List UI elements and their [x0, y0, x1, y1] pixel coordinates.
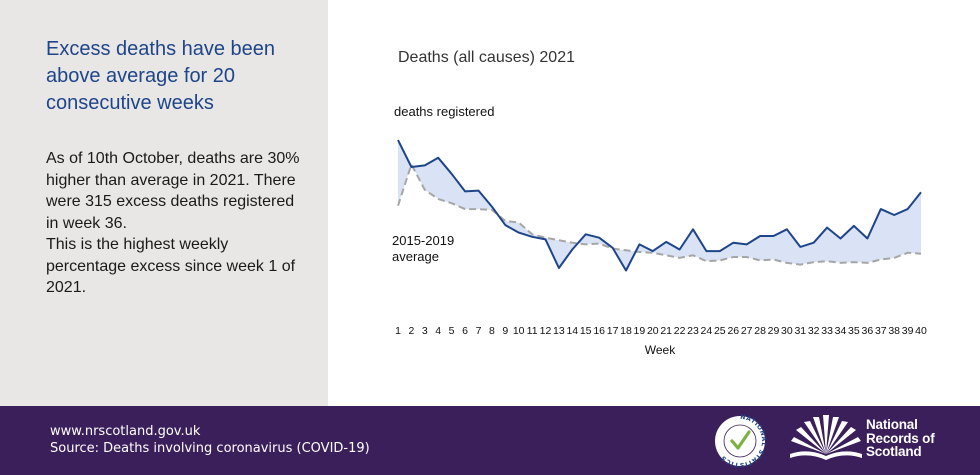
x-tick-label: 9: [502, 325, 508, 337]
x-tick-label: 8: [489, 325, 495, 337]
deaths-registered-line: [397, 139, 922, 272]
x-tick-label: 31: [794, 325, 806, 337]
headline: Excess deaths have been above average fo…: [46, 38, 276, 114]
x-tick-label: 11: [527, 325, 538, 337]
x-tick-label: 37: [875, 325, 887, 337]
summary-panel: Excess deaths have been above average fo…: [0, 0, 328, 406]
x-tick-label: 22: [674, 325, 686, 337]
chart-title: Deaths (all causes) 2021: [398, 49, 575, 66]
average-line: [397, 161, 922, 266]
x-tick-label: 12: [540, 325, 552, 337]
deaths-registered-label: deaths registered: [394, 104, 494, 119]
x-axis-ticks: 1 2 3 4 5 6 7 8 9 10 11 12 13 14 15 16 17 18 19 20 21 22 23 24 2…: [395, 325, 927, 337]
x-tick-label: 3: [422, 325, 428, 337]
x-tick-label: 29: [768, 325, 780, 337]
x-tick-label: 25: [714, 325, 726, 337]
x-tick-label: 15: [580, 325, 592, 337]
nrs-book-icon: [790, 415, 862, 460]
summary-paragraph-2: This is the highest weekly percentage ex…: [46, 236, 296, 296]
x-tick-label: 5: [449, 325, 455, 337]
footer-source: Source: Deaths involving coronavirus (CO…: [50, 441, 370, 456]
footer-url-link[interactable]: www.nrscotland.gov.uk: [50, 424, 201, 439]
nrs-wordmark-line-3: Scotland: [866, 444, 922, 459]
nrs-wordmark-line-1: National: [866, 417, 918, 432]
x-tick-label: 14: [566, 325, 578, 337]
national-statistics-logo: NATIONAL STATISTICS: [715, 414, 767, 468]
x-tick-label: 19: [634, 325, 646, 337]
x-tick-label: 13: [553, 325, 565, 337]
x-tick-label: 27: [741, 325, 753, 337]
nrs-wordmark: National Records of Scotland: [866, 418, 935, 459]
x-tick-label: 6: [462, 325, 468, 337]
x-tick-label: 10: [513, 325, 525, 337]
x-tick-label: 18: [620, 325, 632, 337]
average-label: 2015-2019 average: [392, 233, 454, 264]
x-tick-label: 36: [862, 325, 874, 337]
x-tick-label: 35: [848, 325, 860, 337]
x-tick-label: 16: [593, 325, 605, 337]
x-tick-label: 20: [647, 325, 659, 337]
x-tick-label: 38: [888, 325, 900, 337]
x-tick-label: 28: [754, 325, 766, 337]
summary-paragraph-1: As of 10th October, deaths are 30% highe…: [46, 150, 300, 232]
x-axis-label: Week: [645, 343, 676, 357]
x-tick-label: 39: [902, 325, 914, 337]
x-tick-label: 24: [701, 325, 713, 337]
x-tick-label: 7: [476, 325, 482, 337]
excess-fill-area: [398, 140, 921, 271]
deaths-chart: Deaths (all causes) 2021 deaths register…: [392, 49, 927, 357]
x-tick-label: 23: [687, 325, 699, 337]
x-tick-label: 26: [727, 325, 739, 337]
x-tick-label: 32: [808, 325, 820, 337]
x-tick-label: 2: [408, 325, 414, 337]
x-tick-label: 4: [435, 325, 441, 337]
x-tick-label: 21: [660, 325, 672, 337]
x-tick-label: 33: [821, 325, 833, 337]
x-tick-label: 40: [915, 325, 927, 337]
x-tick-label: 34: [835, 325, 847, 337]
checkmark-icon: [730, 430, 751, 450]
x-tick-label: 17: [607, 325, 619, 337]
x-tick-label: 30: [781, 325, 793, 337]
nrs-wordmark-line-2: Records of: [866, 430, 935, 446]
x-tick-label: 1: [395, 325, 401, 337]
